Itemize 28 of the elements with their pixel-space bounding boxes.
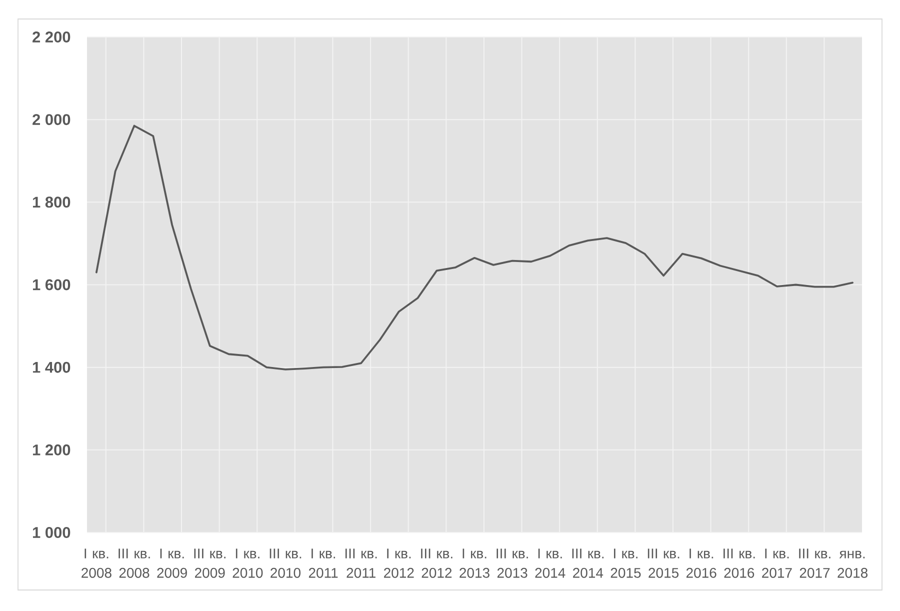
x-tick-label: III кв. 2017 (799, 548, 830, 578)
x-tick-label: I кв. 2013 (460, 548, 490, 578)
y-tick-label: 1 800 (32, 196, 70, 208)
x-tick-label: III кв. 2012 (421, 548, 452, 578)
x-tick-label: I кв. 2016 (686, 548, 716, 578)
x-tick-label: I кв. 2017 (762, 548, 792, 578)
x-tick-label: III кв. 2008 (118, 548, 150, 578)
x-tick-label: III кв. 2014 (572, 548, 604, 578)
x-tick-label: I кв. 2011 (308, 548, 338, 578)
x-tick-label: III кв. 2016 (724, 548, 755, 578)
x-tick-label: III кв. 2015 (648, 548, 680, 578)
x-tick-label: III кв. 2013 (496, 548, 528, 578)
x-tick-label: III кв. 2010 (270, 548, 302, 578)
x-tick-label: III кв. 2009 (194, 548, 226, 578)
x-tick-label: янв. 2018 (838, 550, 868, 578)
x-tick-label: I кв. 2010 (232, 548, 263, 578)
y-tick-label: 1 000 (32, 527, 70, 538)
y-tick-label: 1 400 (32, 362, 70, 373)
x-tick-label: I кв. 2008 (82, 548, 112, 578)
x-tick-label: I кв. 2015 (610, 548, 641, 578)
y-tick-label: 1 200 (32, 444, 70, 456)
y-tick-label: 1 600 (32, 279, 70, 290)
x-tick-label: I кв. 2012 (384, 548, 414, 578)
x-tick-label: III кв. 2011 (345, 548, 377, 578)
x-tick-label: I кв. 2014 (535, 548, 566, 578)
y-tick-label: 2 200 (32, 32, 70, 42)
y-tick-label: 2 000 (32, 114, 70, 126)
x-tick-label: I кв. 2009 (157, 548, 187, 578)
